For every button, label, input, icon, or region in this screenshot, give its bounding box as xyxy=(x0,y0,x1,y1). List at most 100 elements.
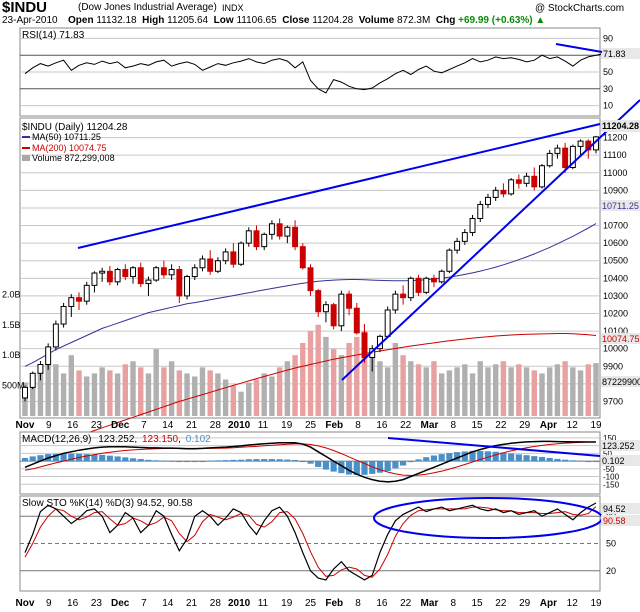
ma50-price-tag xyxy=(601,200,640,211)
open-label: Open xyxy=(68,15,94,26)
candle-body xyxy=(400,293,407,299)
volume-bar xyxy=(30,379,36,416)
macd-histogram-bar xyxy=(299,461,306,463)
volume-value: 872.3M xyxy=(396,15,431,26)
candle-body xyxy=(423,277,430,293)
ma200-price-text: 10074.75 xyxy=(602,334,640,344)
candle-body xyxy=(245,230,252,244)
macd-histogram-bar xyxy=(330,461,337,472)
macd-histogram-bar xyxy=(168,460,175,462)
volume-bar xyxy=(446,370,453,416)
volume-bar xyxy=(99,367,105,416)
volume-bar xyxy=(176,370,183,416)
macd-histogram-bar xyxy=(446,453,453,462)
macd-histogram-bar xyxy=(99,454,106,462)
volume-axis-label: 500M xyxy=(2,381,25,391)
candle-body xyxy=(554,147,561,154)
volume-bar xyxy=(292,355,298,416)
volume-bar xyxy=(593,363,599,416)
date-tick-label: 23 xyxy=(91,598,103,609)
date-tick-label: Feb xyxy=(325,420,343,431)
macd-histogram-bar xyxy=(315,461,322,467)
rsi-value-tag xyxy=(601,48,640,59)
date-tick-label: 11 xyxy=(258,420,269,431)
volume-bar xyxy=(492,364,499,416)
candle-body xyxy=(230,251,237,265)
macd-sep2: , xyxy=(178,434,181,445)
candle-body xyxy=(214,260,221,272)
date-axis-bottom: Nov 9 16 23 Dec 7 14 21 28 2010 11 19 25 Feb 8 16 22 Mar 8… xyxy=(16,598,602,609)
legend-ma200-label: MA(200) 10074.75 xyxy=(32,143,107,153)
volume-bar xyxy=(184,373,190,416)
macd-value: 123.252 xyxy=(98,434,135,445)
date-tick-label: 29 xyxy=(519,420,531,431)
macd-trendline xyxy=(387,437,601,457)
candle-body xyxy=(392,293,399,311)
date-tick-label: Dec xyxy=(111,598,130,609)
macd-histogram-bar xyxy=(461,451,468,462)
date-tick-label: 11 xyxy=(258,598,269,609)
volume-bars xyxy=(22,324,599,416)
macd-tick-label: -100 xyxy=(603,473,620,482)
candle-body xyxy=(322,304,329,313)
price-tick-label: 11000 xyxy=(603,168,627,178)
close-price-tag xyxy=(601,120,640,132)
volume-bar xyxy=(230,385,237,416)
rsi-grid xyxy=(20,37,600,107)
close-value: 11204.28 xyxy=(312,15,354,26)
volume-bar xyxy=(354,336,360,416)
volume-bar xyxy=(485,367,491,416)
candle-body xyxy=(52,323,59,348)
macd-histogram-bar xyxy=(585,461,592,463)
volume-bar xyxy=(384,367,391,416)
date-tick-label: 16 xyxy=(67,598,79,609)
price-legend-title: $INDU (Daily) 11204.28 xyxy=(22,122,128,133)
volume-axis-labels: 2.0B 1.5B 1.0B 500M xyxy=(2,289,25,390)
candle-body xyxy=(515,179,522,184)
macd-histogram-bar xyxy=(569,460,576,462)
volume-bar xyxy=(238,391,244,416)
macd-histogram-bar xyxy=(554,458,561,462)
date-tick-label: 2010 xyxy=(228,420,251,431)
price-tick-label: 11100 xyxy=(603,150,627,160)
candle-body xyxy=(160,267,167,276)
candle-body xyxy=(68,297,75,307)
candle-body xyxy=(430,277,437,283)
low-label: Low xyxy=(213,15,234,26)
volume-bar xyxy=(246,382,252,416)
macd-histogram-bar xyxy=(376,461,384,473)
candle-body xyxy=(315,290,322,313)
macd-histogram-bar xyxy=(353,461,360,475)
date-tick-label: 12 xyxy=(567,420,579,431)
macd-histogram-bar xyxy=(91,454,98,462)
volume-bar xyxy=(68,355,74,416)
macd-histogram-bar xyxy=(68,453,75,462)
candle-body xyxy=(492,189,499,198)
date-tick-label: 19 xyxy=(281,420,293,431)
volume-bar xyxy=(315,324,321,416)
open-value: 11132.18 xyxy=(96,15,137,26)
candle-body xyxy=(299,246,306,269)
volume-bar xyxy=(438,373,445,416)
macd-histogram-bar xyxy=(454,452,461,462)
volume-bar xyxy=(585,364,591,416)
candle-body xyxy=(276,223,283,237)
candle-body xyxy=(307,267,314,292)
chg-up-arrow-icon: ▲ xyxy=(535,15,546,26)
macd-histogram-bar xyxy=(106,455,113,462)
macd-histogram-bar xyxy=(484,451,492,462)
candle-body xyxy=(284,226,291,237)
date-tick-label: 19 xyxy=(281,598,293,609)
date-tick-label: Dec xyxy=(111,420,130,431)
date-tick-label: Nov xyxy=(16,598,35,609)
macd-histogram-bar xyxy=(384,461,391,471)
volume-axis-label: 2.0B xyxy=(2,289,21,299)
macd-histogram-bar xyxy=(291,459,299,462)
ma200-line xyxy=(24,333,597,455)
candle-body xyxy=(577,140,584,147)
price-tick-label: 10100 xyxy=(603,326,628,336)
exchange-label: INDX xyxy=(222,3,244,13)
candle-body xyxy=(199,258,206,269)
candle-body xyxy=(330,304,337,327)
